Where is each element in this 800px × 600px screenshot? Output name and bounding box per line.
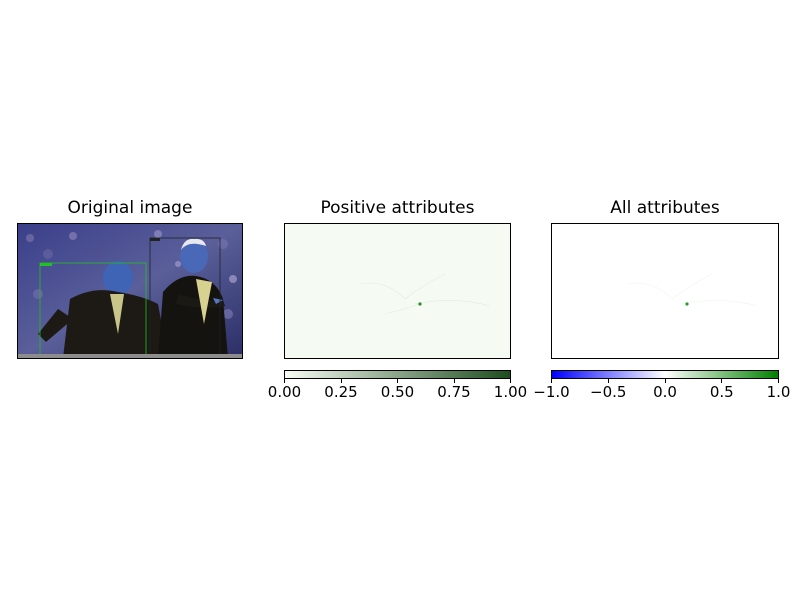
all-colorbar-tick-label: −1.0: [533, 383, 570, 401]
positive-colorbar-tick-mark: [340, 379, 342, 383]
positive-colorbar-tick-label: 0.00: [267, 383, 302, 401]
all-attributes-title: All attributes: [610, 198, 720, 218]
person-head-left: [103, 261, 133, 295]
positive-attributes-title: Positive attributes: [320, 198, 475, 218]
all-colorbar-tick-label: 0.5: [709, 383, 734, 401]
all-colorbar-tick-label: −0.5: [590, 383, 627, 401]
all-colorbar-tick-mark: [664, 379, 666, 383]
all-attributes-map: [552, 224, 778, 358]
positive-attributes-frame: [284, 223, 511, 359]
all-colorbar-tick-label: 1.0: [766, 383, 791, 401]
all-colorbar: [551, 370, 779, 379]
original-image-title: Original image: [67, 198, 193, 218]
positive-colorbar-tick-mark: [453, 379, 455, 383]
positive-colorbar-tick-label: 0.75: [437, 383, 471, 401]
positive-colorbar-tick-label: 1.00: [493, 383, 528, 401]
positive-hotspot: [418, 302, 422, 306]
original-image: [18, 224, 242, 358]
all-colorbar-tick-mark: [778, 379, 779, 383]
all-attributes-frame: [551, 223, 779, 359]
all-colorbar-tick-mark: [607, 379, 609, 383]
positive-colorbar-tick-label: 0.50: [380, 383, 415, 401]
positive-colorbar-tick-mark: [397, 379, 398, 383]
positive-colorbar-tick-mark: [284, 379, 285, 383]
all-colorbar-tick-mark: [551, 379, 552, 383]
all-hotspot: [685, 302, 689, 306]
all-colorbar-tick-label: 0.0: [653, 383, 677, 401]
positive-attributes-map: [285, 224, 510, 358]
original-image-frame: [17, 223, 243, 359]
positive-colorbar: [284, 370, 511, 379]
positive-colorbar-tick-mark: [510, 379, 511, 383]
all-colorbar-tick-mark: [721, 379, 723, 383]
positive-colorbar-tick-label: 0.25: [324, 383, 358, 401]
person-head-right: [180, 239, 208, 273]
